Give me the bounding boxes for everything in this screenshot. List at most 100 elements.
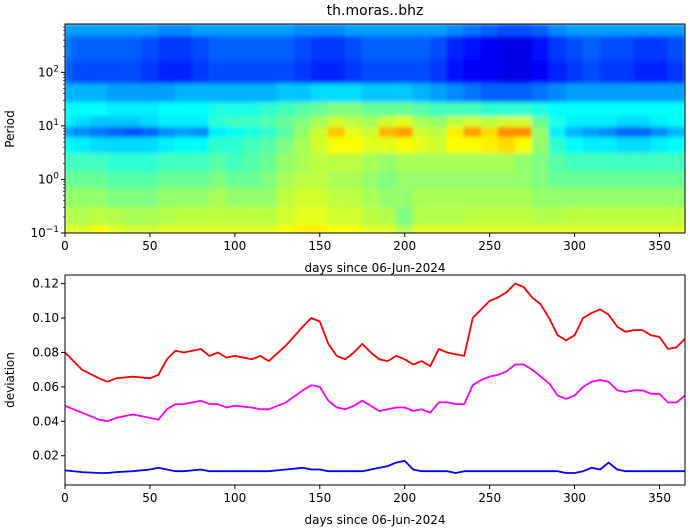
heatmap-y-tick-label: 101	[38, 118, 59, 133]
heatmap-cell	[548, 82, 567, 103]
heatmap-cell	[497, 59, 516, 84]
heatmap-x-tick-label: 100	[223, 239, 246, 253]
heatmap-cell	[497, 125, 516, 138]
heatmap-cell	[395, 224, 414, 233]
heatmap-cell	[106, 224, 125, 233]
heatmap-cell	[174, 136, 193, 154]
heatmap-cell	[429, 59, 448, 84]
heatmap-cell	[89, 170, 108, 189]
heatmap-cell	[582, 125, 601, 138]
heatmap-cell	[293, 152, 312, 172]
heatmap-cell	[616, 125, 635, 138]
heatmap-cell	[599, 115, 618, 127]
heatmap-cell	[106, 24, 125, 36]
heatmap-cell	[463, 205, 482, 226]
heatmap-cell	[548, 59, 567, 84]
heatmap-cell	[412, 101, 431, 117]
heatmap-cell	[293, 187, 312, 207]
heatmap-cell	[293, 170, 312, 189]
heatmap-cell	[65, 24, 74, 36]
heatmap-cell	[174, 224, 193, 233]
heatmap-cell	[599, 205, 618, 226]
heatmap-cell	[582, 205, 601, 226]
heatmap-cell	[310, 170, 329, 189]
heatmap-cell	[157, 101, 176, 117]
heatmap-cell	[463, 187, 482, 207]
heatmap-cell	[582, 101, 601, 117]
heatmap-x-tick-label: 0	[61, 239, 69, 253]
heatmap-cell	[65, 205, 74, 226]
heatmap-cell	[72, 224, 91, 233]
heatmap-cell	[616, 34, 635, 61]
heatmap-cell	[531, 82, 550, 103]
heatmap-cell	[548, 170, 567, 189]
heatmap-cell	[582, 136, 601, 154]
heatmap-cell	[565, 187, 584, 207]
heatmap-cell	[378, 59, 397, 84]
heatmap-cell	[463, 101, 482, 117]
heatmap-cell	[65, 125, 74, 138]
heatmap-cell	[378, 187, 397, 207]
heatmap-cell	[378, 170, 397, 189]
heatmap-x-tick-label: 300	[563, 239, 586, 253]
heatmap-cell	[446, 82, 465, 103]
heatmap-cell	[497, 24, 516, 36]
heatmap-cell	[395, 115, 414, 127]
heatmap-cell	[157, 34, 176, 61]
heatmap-cell	[157, 152, 176, 172]
heatmap-cell	[123, 59, 142, 84]
heatmap-cell	[650, 125, 669, 138]
heatmap-cell	[157, 59, 176, 84]
heatmap-y-tick-label: 10−1	[30, 225, 59, 240]
heatmap-cell	[497, 34, 516, 61]
heatmap-cell	[310, 34, 329, 61]
heatmap-cell	[497, 224, 516, 233]
heatmap-cell	[259, 24, 278, 36]
heatmap-cell	[293, 34, 312, 61]
heatmap-cell	[259, 115, 278, 127]
deviation-x-tick-label: 0	[61, 491, 69, 505]
heatmap-cell	[429, 170, 448, 189]
heatmap-cell	[65, 115, 74, 127]
heatmap-x-tick-label: 150	[308, 239, 331, 253]
heatmap-cell	[480, 187, 499, 207]
heatmap-cell	[72, 82, 91, 103]
heatmap-cell	[548, 205, 567, 226]
heatmap-cell	[616, 59, 635, 84]
heatmap-cell	[395, 24, 414, 36]
heatmap-cell	[667, 82, 685, 103]
heatmap-cell	[310, 152, 329, 172]
heatmap-cell	[429, 125, 448, 138]
heatmap-cell	[327, 101, 346, 117]
heatmap-cell	[616, 115, 635, 127]
deviation-series-line-3	[65, 459, 685, 474]
heatmap-cell	[446, 205, 465, 226]
heatmap-cell	[310, 136, 329, 154]
heatmap-cell	[174, 170, 193, 189]
deviation-frame	[64, 274, 686, 486]
heatmap-cell	[72, 101, 91, 117]
heatmap-cell	[344, 59, 363, 84]
heatmap-cell	[463, 170, 482, 189]
heatmap-cell	[378, 152, 397, 172]
heatmap-cell	[463, 136, 482, 154]
heatmap-cell	[497, 115, 516, 127]
heatmap-cell	[293, 59, 312, 84]
heatmap-cell	[276, 205, 295, 226]
heatmap-cell	[174, 59, 193, 84]
heatmap-cell	[293, 101, 312, 117]
heatmap-cell	[225, 152, 244, 172]
heatmap-y-tick-label: 100	[38, 171, 59, 186]
heatmap-cell	[429, 82, 448, 103]
heatmap-cell	[463, 152, 482, 172]
heatmap-cell	[395, 125, 414, 138]
heatmap-cell	[140, 187, 159, 207]
heatmap-cell	[446, 125, 465, 138]
heatmap-cell	[514, 24, 533, 36]
heatmap-cell	[225, 187, 244, 207]
heatmap-cell	[225, 224, 244, 233]
heatmap-cell	[106, 170, 125, 189]
heatmap-cell	[395, 34, 414, 61]
heatmap-cell	[259, 34, 278, 61]
heatmap-cell	[259, 125, 278, 138]
